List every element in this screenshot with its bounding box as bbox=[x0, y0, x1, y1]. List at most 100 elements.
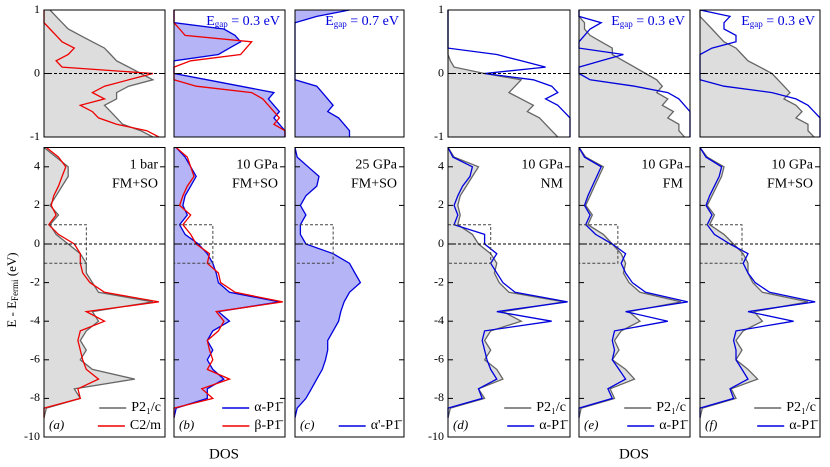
y-tick-label: 2 bbox=[438, 197, 444, 211]
dos-area bbox=[295, 147, 361, 418]
panel-frame bbox=[43, 147, 166, 438]
legend-label: P2₁/c bbox=[656, 400, 686, 415]
y-tick-label: 4 bbox=[34, 159, 40, 173]
panel-annotation: FM+SO bbox=[351, 177, 397, 192]
panel-annotation: FM+SO bbox=[232, 177, 278, 192]
legend-label: P2₁/c bbox=[786, 400, 816, 415]
y-tick-label: -1 bbox=[30, 129, 40, 143]
panel-label: (b) bbox=[179, 417, 194, 432]
legend-label: α'-P1̄ bbox=[371, 418, 403, 433]
dos-area bbox=[448, 10, 558, 137]
legend-label: α-P1̄ bbox=[789, 418, 819, 433]
panel-annotation: 10 GPa bbox=[641, 158, 683, 173]
panel-annotation: FM bbox=[663, 177, 684, 192]
y-tick-label: 1 bbox=[438, 2, 444, 16]
y-tick-label: 0 bbox=[34, 65, 40, 79]
y-tick-label: -8 bbox=[30, 390, 40, 404]
gap-symbol: E bbox=[206, 14, 215, 29]
dos-line bbox=[43, 146, 154, 418]
gap-label: Egap = 0.3 eV bbox=[741, 14, 815, 29]
dos-line bbox=[294, 147, 362, 418]
panel-annotation: 25 GPa bbox=[355, 158, 397, 173]
legend-label: P2₁/c bbox=[536, 400, 566, 415]
y-label-unit: (eV) bbox=[4, 252, 19, 279]
dos-area bbox=[44, 147, 153, 418]
dos-line bbox=[699, 147, 809, 418]
panel-label: (c) bbox=[300, 417, 314, 432]
panel-annotation: 10 GPa bbox=[771, 158, 813, 173]
dos-area bbox=[700, 147, 808, 418]
dos-line bbox=[43, 146, 160, 418]
legend-label: β-P1̄ bbox=[254, 418, 284, 433]
y-tick-label: -10 bbox=[428, 429, 444, 443]
panel-frame bbox=[173, 147, 286, 438]
panel-frame bbox=[699, 147, 821, 438]
dos-line bbox=[43, 10, 160, 138]
panel-label: (d) bbox=[453, 417, 468, 432]
gap-sub: gap bbox=[334, 19, 347, 29]
y-tick-label: 0 bbox=[438, 236, 444, 250]
legend-label: α-P1̄ bbox=[254, 400, 284, 415]
legend-label: P2₁/c bbox=[131, 400, 161, 415]
gap-symbol: E bbox=[325, 14, 334, 29]
legend-label: α-P1̄ bbox=[539, 418, 569, 433]
panel-frame bbox=[294, 147, 405, 438]
dos-area bbox=[579, 147, 682, 418]
panel-annotation: 1 bar bbox=[130, 158, 159, 173]
y-tick-label: -4 bbox=[434, 313, 444, 327]
dos-area bbox=[295, 10, 350, 137]
panel-annotation: FM+SO bbox=[112, 177, 158, 192]
dos-area bbox=[174, 10, 285, 137]
gap-sub: gap bbox=[215, 19, 228, 29]
legend-label: α-P1̄ bbox=[659, 418, 689, 433]
dos-area bbox=[448, 147, 564, 418]
y-tick-label: -10 bbox=[24, 429, 40, 443]
dos-line bbox=[173, 147, 280, 418]
y-tick-label: 0 bbox=[438, 65, 444, 79]
dos-line bbox=[447, 147, 568, 418]
panel-frame bbox=[578, 147, 691, 438]
zoom-box bbox=[447, 224, 492, 264]
dos-line bbox=[578, 147, 688, 418]
y-tick-label: -2 bbox=[434, 274, 444, 288]
dos-line bbox=[578, 147, 682, 418]
y-tick-label: -1 bbox=[434, 129, 444, 143]
y-tick-label: -8 bbox=[434, 390, 444, 404]
y-axis-label: E - EFermi (eV) bbox=[4, 252, 20, 327]
y-tick-label: -6 bbox=[434, 352, 444, 366]
y-tick-label: 0 bbox=[34, 236, 40, 250]
gap-symbol: E bbox=[741, 14, 750, 29]
dos-area bbox=[44, 10, 153, 137]
zoom-box bbox=[294, 224, 334, 264]
gap-sub: gap bbox=[620, 19, 633, 29]
gap-symbol: E bbox=[611, 14, 620, 29]
y-tick-label: -2 bbox=[30, 274, 40, 288]
panel-annotation: 10 GPa bbox=[521, 158, 563, 173]
dos-area bbox=[174, 147, 280, 418]
panel-annotation: 10 GPa bbox=[236, 158, 278, 173]
panel-label: (f) bbox=[705, 417, 717, 432]
gap-value: = 0.3 eV bbox=[228, 14, 280, 29]
gap-value: = 0.7 eV bbox=[347, 14, 399, 29]
gap-sub: gap bbox=[750, 19, 763, 29]
y-tick-label: 2 bbox=[34, 197, 40, 211]
gap-label: Egap = 0.7 eV bbox=[325, 14, 399, 29]
dos-line bbox=[447, 147, 565, 418]
panel-frame bbox=[447, 147, 571, 438]
x-axis-label: DOS bbox=[209, 446, 239, 462]
panel-annotation: FM+SO bbox=[767, 177, 813, 192]
panel-annotation: NM bbox=[540, 177, 563, 192]
dos-line bbox=[699, 147, 816, 418]
dos-line bbox=[173, 147, 283, 418]
y-tick-label: 4 bbox=[438, 159, 444, 173]
gap-value: = 0.3 eV bbox=[763, 14, 815, 29]
panel-label: (e) bbox=[584, 417, 598, 432]
y-label-sub: Fermi bbox=[10, 279, 20, 301]
gap-label: Egap = 0.3 eV bbox=[206, 14, 280, 29]
y-label-main: E - E bbox=[4, 301, 19, 328]
legend-label: C2/m bbox=[130, 418, 161, 433]
gap-value: = 0.3 eV bbox=[633, 14, 685, 29]
y-tick-label: -4 bbox=[30, 313, 40, 327]
gap-label: Egap = 0.3 eV bbox=[611, 14, 685, 29]
